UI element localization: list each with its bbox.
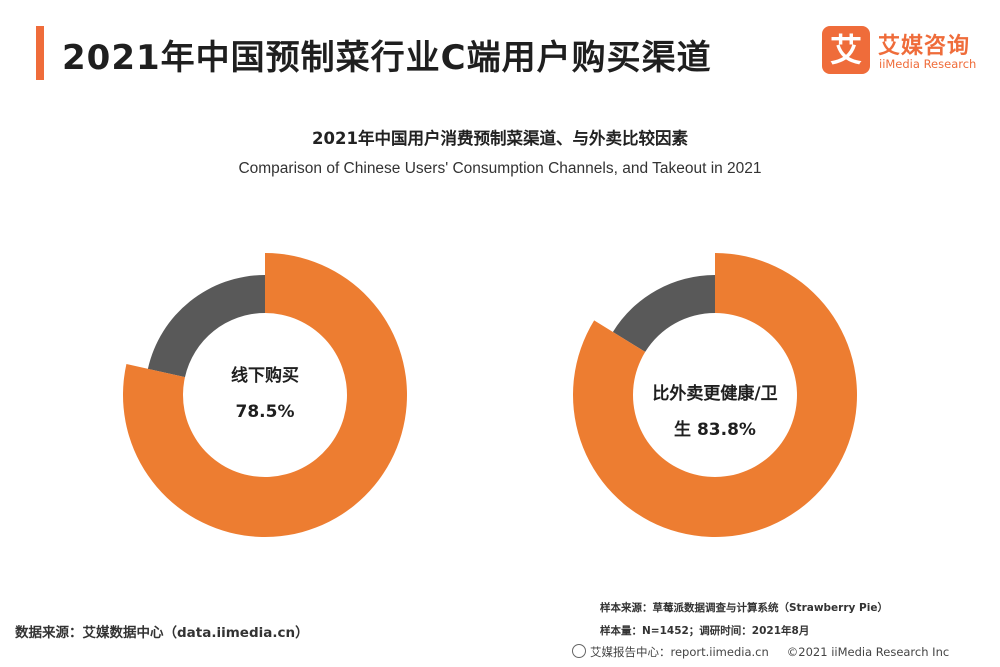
footer-credits: 艾媒报告中心：report.iimedia.cn ©2021 iiMedia Re… (572, 644, 949, 660)
donut-center-label-offline: 线下购买 78.5% (185, 358, 345, 430)
report-center-link[interactable]: 艾媒报告中心：report.iimedia.cn (590, 645, 769, 659)
logo-mark-icon: 艾 (822, 26, 870, 74)
chart-subtitle: Comparison of Chinese Users' Consumption… (238, 160, 762, 177)
donut-label-healthier-line1: 比外卖更健康/卫 (652, 384, 778, 404)
title-accent-bar (36, 26, 44, 80)
donut-slice-primary (122, 253, 407, 537)
donut-slice-remainder (147, 275, 265, 378)
copyright: ©2021 iiMedia Research Inc (786, 645, 950, 659)
chart-title: 2021年中国用户消费预制菜渠道、与外卖比较因素 (312, 129, 688, 148)
logo-name-en: iiMedia Research (879, 57, 977, 71)
data-source: 数据来源：艾媒数据中心（data.iimedia.cn） (15, 625, 309, 641)
donut-slice-remainder (612, 275, 715, 352)
donut-chart-offline (122, 253, 407, 537)
iimedia-logo: 艾 艾媒咨询 iiMedia Research (822, 26, 982, 78)
logo-name-cn: 艾媒咨询 (878, 34, 971, 59)
donut-label-offline-line1: 线下购买 (231, 366, 299, 386)
sample-meta: 样本量：N=1452；调研时间：2021年8月 (600, 625, 810, 637)
donut-slice-primary (573, 253, 858, 537)
page-title: 2021年中国预制菜行业C端用户购买渠道 (62, 38, 712, 78)
donut-chart-healthier (573, 253, 858, 537)
donut-label-healthier-line2: 生 83.8% (674, 420, 756, 440)
donut-label-offline-line2: 78.5% (235, 402, 295, 422)
sample-source: 样本来源：草莓派数据调查与计算系统（Strawberry Pie） (600, 602, 888, 614)
donut-center-label-healthier: 比外卖更健康/卫 生 83.8% (630, 376, 800, 448)
report-center-icon (572, 644, 586, 658)
